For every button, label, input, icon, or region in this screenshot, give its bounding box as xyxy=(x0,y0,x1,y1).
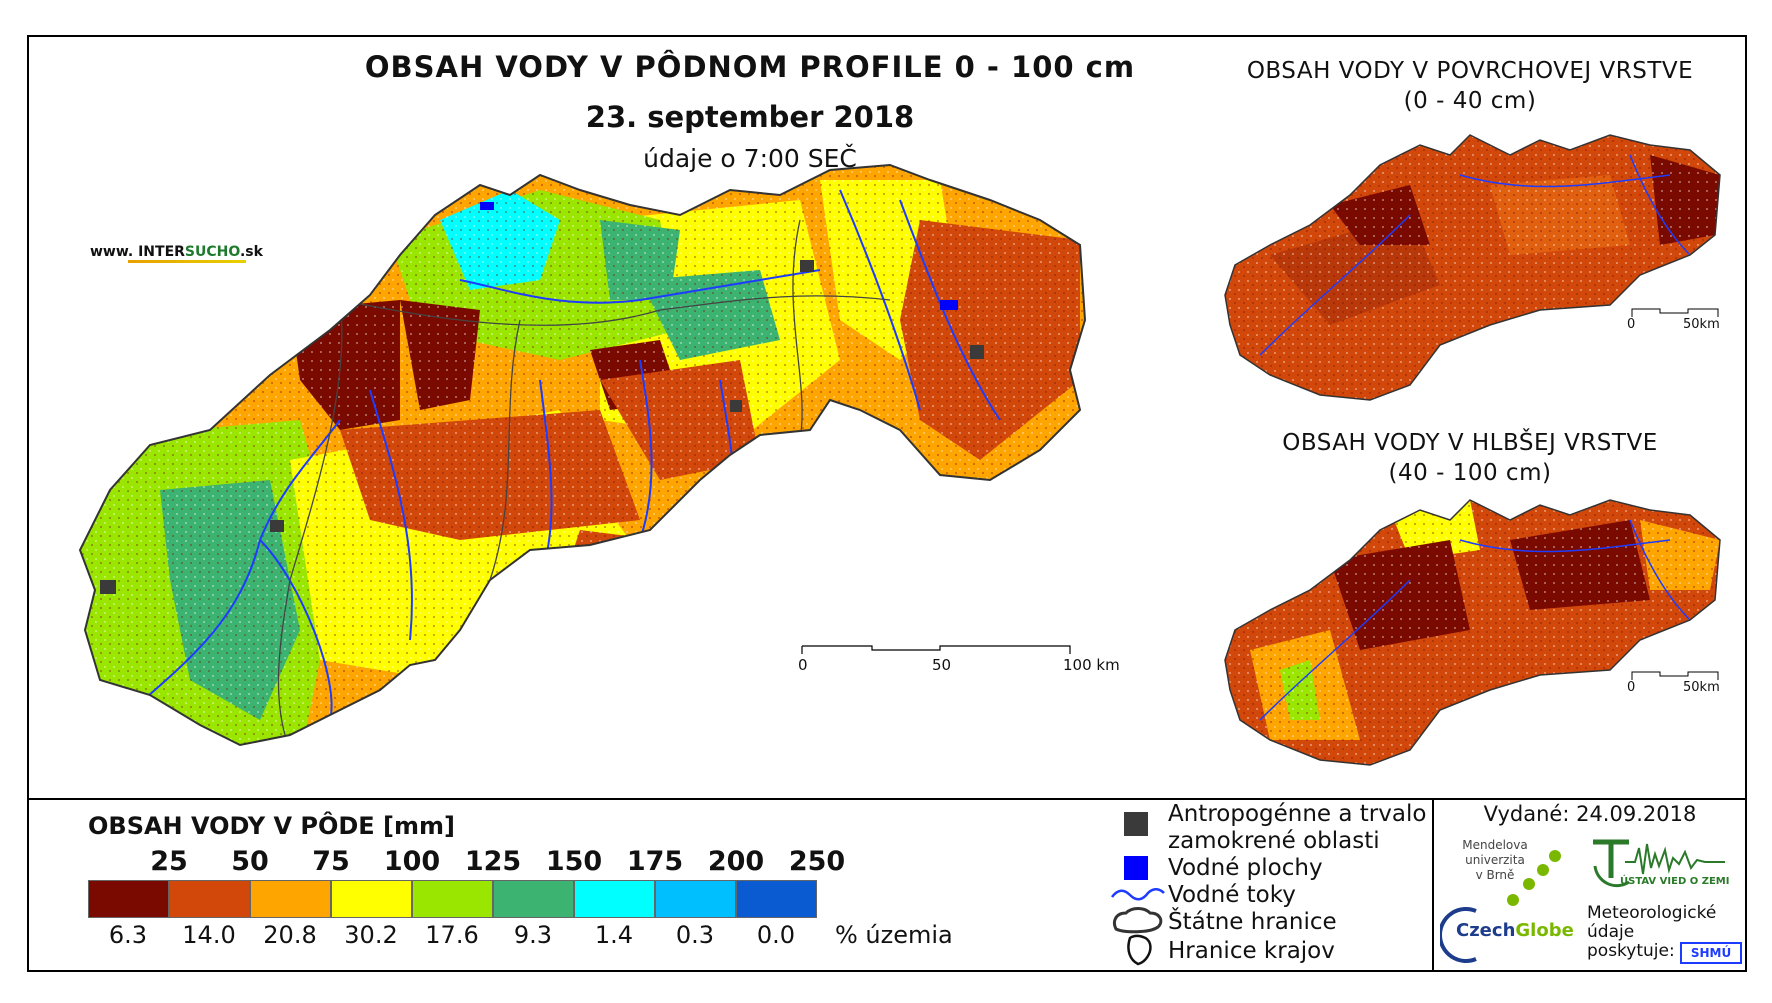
inset-bottom-subtitle: (40 - 100 cm) xyxy=(1388,460,1552,486)
brand-suffix: .sk xyxy=(239,244,263,260)
issued-date: Vydané: 24.09.2018 xyxy=(1483,802,1697,826)
urban-label-1: Antropogénne a trvalo xyxy=(1168,801,1427,827)
legend-color-box xyxy=(169,880,250,918)
legend-threshold-100: 100 xyxy=(383,846,441,877)
water-symbol xyxy=(1124,856,1148,880)
meteo-line1: Meteorologické xyxy=(1587,903,1717,923)
meteo-line3: poskytuje: xyxy=(1587,941,1675,961)
legend-percentage: 20.8 xyxy=(263,921,317,949)
legend-threshold-50: 50 xyxy=(231,846,269,877)
legend-threshold-175: 175 xyxy=(626,846,684,877)
legend-threshold-250: 250 xyxy=(788,846,846,877)
legend-color-box xyxy=(412,880,493,918)
legend-threshold-200: 200 xyxy=(707,846,765,877)
legend-pct-unit: % územia xyxy=(835,921,953,949)
legend-color-box xyxy=(250,880,331,918)
main-scale-100: 100 km xyxy=(1063,656,1120,674)
legend-color-box xyxy=(493,880,574,918)
legend-threshold-150: 150 xyxy=(545,846,603,877)
region-border-symbol xyxy=(1127,934,1152,966)
czechglobe-dots-icon xyxy=(1507,850,1561,906)
legend-color-box xyxy=(655,880,736,918)
inset-bottom-title: OBSAH VODY V HLBŠEJ VRSTVE xyxy=(1282,430,1658,456)
inset-bottom-scale-0: 0 xyxy=(1627,680,1636,695)
inset-bottom-scale-bar xyxy=(1631,671,1719,680)
legend-percentage: 30.2 xyxy=(344,921,398,949)
water-label: Vodné plochy xyxy=(1168,855,1323,881)
legend-percentage: 1.4 xyxy=(594,921,634,949)
issued-divider xyxy=(1432,798,1434,972)
intersucho-link[interactable]: www. INTERSUCHO.sk xyxy=(90,244,263,263)
legend-divider xyxy=(27,798,1747,800)
river-label: Vodné toky xyxy=(1168,882,1296,908)
inset-top-scale-bar xyxy=(1631,308,1719,317)
inset-top-scale-50: 50km xyxy=(1683,317,1720,332)
main-scale-bar xyxy=(801,645,1071,654)
main-scale-50: 50 xyxy=(932,656,952,674)
inset-bottom-map xyxy=(1224,499,1721,766)
czechglobe-a: Czech xyxy=(1456,920,1516,941)
brand-prefix: www. INTER xyxy=(90,244,185,260)
uvz-logo-icon xyxy=(1593,839,1725,888)
inset-top-title: OBSAH VODY V POVRCHOVEJ VRSTVE xyxy=(1246,58,1694,84)
inset-top-subtitle: (0 - 40 cm) xyxy=(1403,88,1537,114)
legend-color-box xyxy=(331,880,412,918)
uvz-label: ÚSTAV VIED O ZEMI xyxy=(1620,876,1730,887)
legend-title: OBSAH VODY V PÔDE [mm] xyxy=(88,812,456,840)
legend-color-box xyxy=(574,880,655,918)
state-border-label: Štátne hranice xyxy=(1168,909,1337,935)
mendel-line1: Mendelova xyxy=(1462,838,1528,852)
main-scale-0: 0 xyxy=(798,656,808,674)
map-title: OBSAH VODY V PÔDNOM PROFILE 0 - 100 cm xyxy=(364,50,1136,84)
meteo-line2: údaje xyxy=(1587,922,1635,942)
legend-percentage: 0.0 xyxy=(756,921,796,949)
legend-percentage: 9.3 xyxy=(513,921,553,949)
map-frame xyxy=(27,35,1747,972)
legend-threshold-125: 125 xyxy=(464,846,522,877)
legend-percentage: 17.6 xyxy=(425,921,479,949)
legend-percentage: 6.3 xyxy=(108,921,148,949)
inset-bottom-scale-50: 50km xyxy=(1683,680,1720,695)
mendel-line2: univerzita xyxy=(1465,853,1525,867)
urban-symbol xyxy=(1124,812,1148,836)
meteo-provider: Meteorologické údaje poskytuje: xyxy=(1587,904,1716,961)
legend-threshold-25: 25 xyxy=(150,846,188,877)
inset-top-scale-0: 0 xyxy=(1627,317,1636,332)
river-symbol xyxy=(1111,888,1165,901)
legend-color-box xyxy=(88,880,169,918)
map-date: 23. september 2018 xyxy=(585,100,915,134)
czechglobe-arc-icon xyxy=(1440,907,1477,963)
shmu-logo: SHMÚ xyxy=(1680,942,1742,964)
map-time: údaje o 7:00 SEČ xyxy=(643,144,857,173)
czechglobe-b: Globe xyxy=(1515,920,1574,941)
brand-underline xyxy=(128,260,246,263)
mendel-logo: Mendelova univerzita v Brně xyxy=(1460,838,1530,883)
legend-percentage: 14.0 xyxy=(182,921,236,949)
inset-top-map xyxy=(1224,134,1721,401)
legend-percentage: 0.3 xyxy=(675,921,715,949)
state-border-symbol xyxy=(1112,907,1163,934)
mendel-line3: v Brně xyxy=(1475,868,1515,882)
region-border-label: Hranice krajov xyxy=(1168,938,1335,964)
legend-threshold-75: 75 xyxy=(312,846,350,877)
main-soil-map xyxy=(78,163,1087,747)
brand-highlight: SUCHO xyxy=(184,244,240,260)
legend-color-box xyxy=(736,880,817,918)
czechglobe-logo: CzechGlobe xyxy=(1456,920,1574,941)
urban-label-2: zamokrené oblasti xyxy=(1168,828,1380,854)
